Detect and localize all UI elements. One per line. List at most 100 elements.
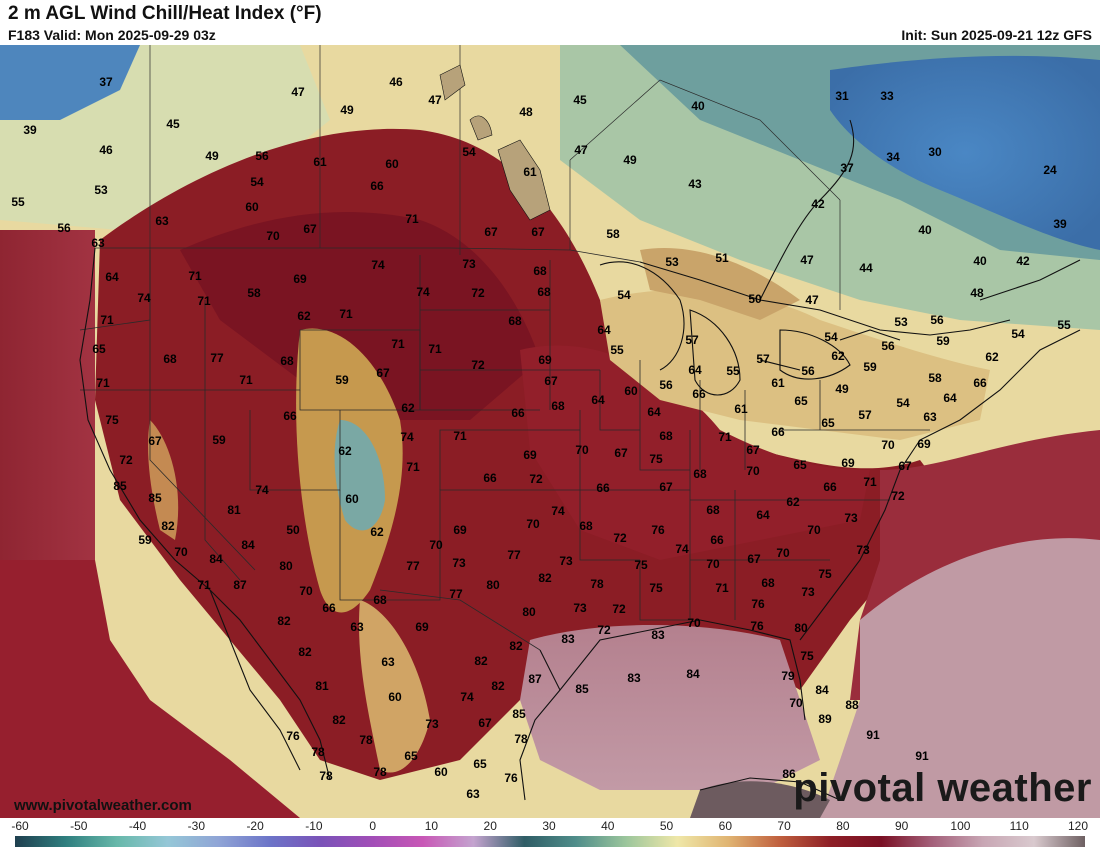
temperature-value: 72 bbox=[529, 472, 543, 486]
temperature-value: 72 bbox=[471, 286, 485, 300]
temperature-value: 71 bbox=[197, 578, 211, 592]
temperature-value: 55 bbox=[610, 343, 624, 357]
temperature-value: 61 bbox=[523, 165, 537, 179]
temperature-value: 79 bbox=[781, 669, 795, 683]
coastlines bbox=[79, 119, 1081, 801]
temperature-value: 70 bbox=[881, 438, 895, 452]
temperature-value: 68 bbox=[579, 519, 593, 533]
temperature-value: 44 bbox=[859, 261, 873, 275]
temperature-value: 74 bbox=[675, 542, 689, 556]
temperature-value: 60 bbox=[345, 492, 359, 506]
legend-tick-label: -20 bbox=[246, 819, 264, 833]
legend-tick-label: -40 bbox=[128, 819, 147, 833]
weather-map[interactable]: 37 46 47 45 40 31 33 39 45 49 47 48 46 49 56 61 60 54 47 49… bbox=[0, 45, 1100, 818]
temperature-value: 71 bbox=[453, 429, 467, 443]
temperature-value: 56 bbox=[57, 221, 71, 235]
temperature-value: 64 bbox=[688, 363, 702, 377]
quebec-coldest-zone bbox=[830, 55, 1100, 250]
temperature-value: 64 bbox=[943, 391, 957, 405]
temperature-value: 59 bbox=[863, 360, 877, 374]
temperature-value: 55 bbox=[1057, 318, 1071, 332]
temperature-value: 82 bbox=[298, 645, 312, 659]
temperature-value: 89 bbox=[818, 712, 832, 726]
legend-tick-label: 0 bbox=[369, 819, 376, 833]
temperature-value: 54 bbox=[896, 396, 910, 410]
map-header: 2 m AGL Wind Chill/Heat Index (°F) F183 … bbox=[0, 0, 1100, 45]
site-url[interactable]: www.pivotalweather.com bbox=[14, 797, 192, 814]
temperature-value: 73 bbox=[856, 543, 870, 557]
legend-tick-label: 30 bbox=[542, 819, 556, 833]
temperature-value: 71 bbox=[188, 269, 202, 283]
temperature-value: 63 bbox=[466, 787, 480, 801]
temperature-value: 86 bbox=[782, 767, 796, 781]
temperature-value: 67 bbox=[746, 443, 760, 457]
temperature-value: 70 bbox=[299, 584, 313, 598]
temperature-labels: 37 46 47 45 40 31 33 39 45 49 47 48 46 49 56 61 60 54 47 49… bbox=[11, 75, 1071, 801]
temperature-value: 74 bbox=[416, 285, 430, 299]
temperature-value: 60 bbox=[624, 384, 638, 398]
temperature-value: 68 bbox=[163, 352, 177, 366]
south-hot-zone bbox=[520, 345, 870, 560]
legend-tick-label: 80 bbox=[836, 819, 850, 833]
valid-time: F183 Valid: Mon 2025-09-29 03z bbox=[8, 27, 216, 43]
temperature-value: 67 bbox=[544, 374, 558, 388]
temperature-value: 55 bbox=[11, 195, 25, 209]
great-lakes-mild-zone bbox=[600, 289, 990, 440]
temperature-value: 74 bbox=[255, 483, 269, 497]
temperature-value: 70 bbox=[807, 523, 821, 537]
temperature-value: 66 bbox=[823, 480, 837, 494]
temperature-value: 74 bbox=[137, 291, 151, 305]
temperature-value: 58 bbox=[247, 286, 261, 300]
temperature-value: 59 bbox=[138, 533, 152, 547]
temperature-value: 69 bbox=[415, 620, 429, 634]
temperature-value: 42 bbox=[1016, 254, 1030, 268]
temperature-value: 68 bbox=[373, 593, 387, 607]
temperature-value: 39 bbox=[1053, 217, 1067, 231]
temperature-value: 70 bbox=[789, 696, 803, 710]
temperature-value: 74 bbox=[551, 504, 565, 518]
temperature-value: 77 bbox=[507, 548, 521, 562]
temperature-value: 40 bbox=[973, 254, 987, 268]
temperature-value: 63 bbox=[350, 620, 364, 634]
temperature-value: 67 bbox=[898, 459, 912, 473]
map-title: 2 m AGL Wind Chill/Heat Index (°F) bbox=[8, 3, 322, 24]
temperature-value: 76 bbox=[751, 597, 765, 611]
temperature-value: 66 bbox=[322, 601, 336, 615]
temperature-value: 59 bbox=[212, 433, 226, 447]
temperature-value: 78 bbox=[359, 733, 373, 747]
temperature-value: 47 bbox=[428, 93, 442, 107]
temperature-value: 81 bbox=[227, 503, 241, 517]
temperature-value: 72 bbox=[891, 489, 905, 503]
temperature-value: 62 bbox=[370, 525, 384, 539]
temperature-value: 31 bbox=[835, 89, 849, 103]
temperature-value: 34 bbox=[886, 150, 900, 164]
temperature-value: 49 bbox=[340, 103, 354, 117]
temperature-value: 68 bbox=[280, 354, 294, 368]
temperature-value: 73 bbox=[573, 601, 587, 615]
temperature-value: 72 bbox=[471, 358, 485, 372]
temperature-value: 58 bbox=[928, 371, 942, 385]
temperature-value: 80 bbox=[486, 578, 500, 592]
temperature-value: 64 bbox=[105, 270, 119, 284]
temperature-value: 46 bbox=[99, 143, 113, 157]
temperature-value: 56 bbox=[659, 378, 673, 392]
temperature-value: 68 bbox=[693, 467, 707, 481]
sierra-madre-terrain bbox=[359, 600, 430, 773]
temperature-value: 72 bbox=[119, 453, 133, 467]
temperature-value: 68 bbox=[551, 399, 565, 413]
temperature-value: 24 bbox=[1043, 163, 1057, 177]
temperature-value: 91 bbox=[915, 749, 929, 763]
temperature-value: 75 bbox=[649, 581, 663, 595]
temperature-value: 74 bbox=[460, 690, 474, 704]
temperature-value: 62 bbox=[297, 309, 311, 323]
temperature-value: 69 bbox=[453, 523, 467, 537]
temperature-value: 78 bbox=[319, 769, 333, 783]
temperature-value: 64 bbox=[647, 405, 661, 419]
temperature-value: 80 bbox=[279, 559, 293, 573]
temperature-value: 47 bbox=[805, 293, 819, 307]
temperature-value: 75 bbox=[818, 567, 832, 581]
legend-tick-label: 70 bbox=[777, 819, 791, 833]
temperature-value: 72 bbox=[597, 623, 611, 637]
temperature-value: 70 bbox=[776, 546, 790, 560]
temperature-value: 76 bbox=[750, 619, 764, 633]
